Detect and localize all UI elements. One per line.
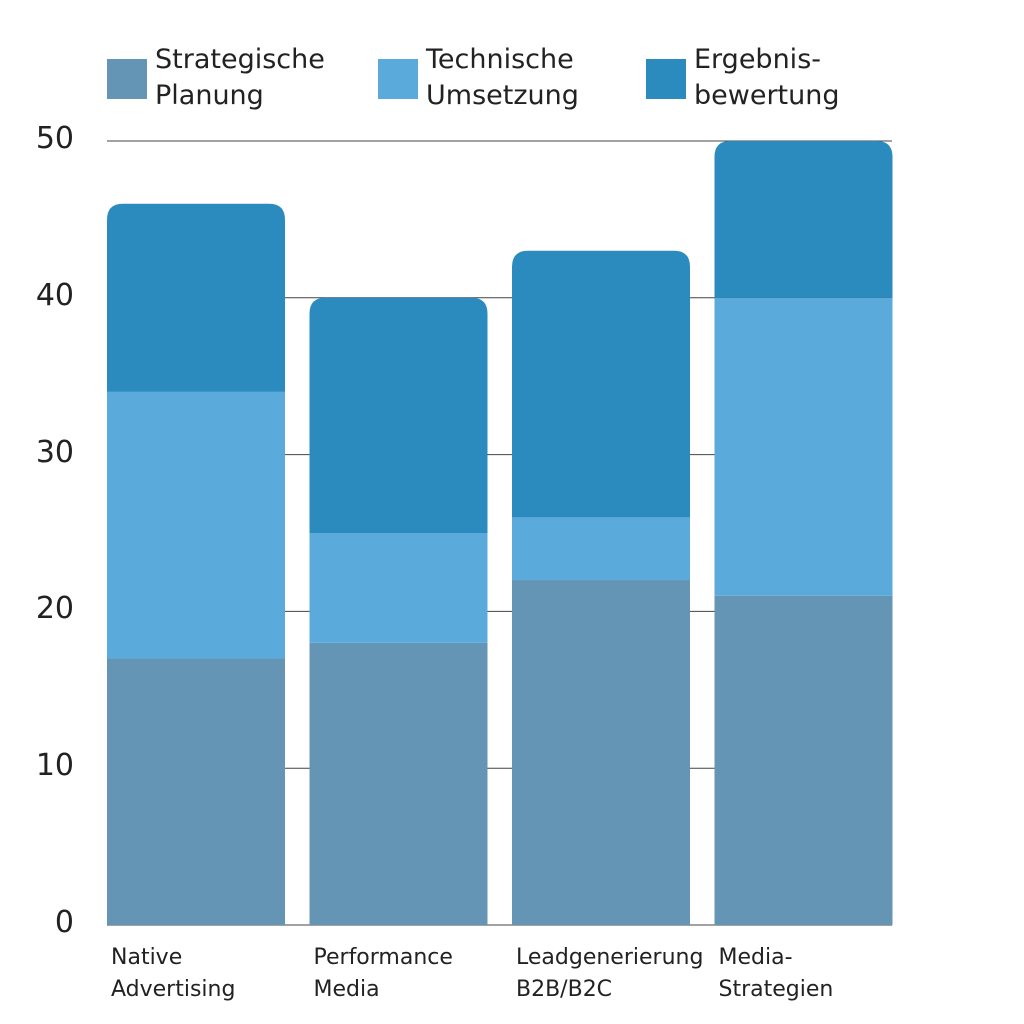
bar-segment: [107, 203, 285, 392]
bar-segment: [714, 297, 893, 596]
legend-label: Technische Umsetzung: [426, 44, 579, 111]
bar-segment: [512, 517, 690, 581]
bar-segment: [107, 658, 285, 925]
y-tick-label: 30: [35, 434, 74, 470]
y-tick-label: 40: [35, 277, 74, 313]
x-tick-label: Native Advertising: [111, 945, 236, 1002]
bar-segment: [512, 250, 690, 518]
bar-segment: [107, 391, 285, 659]
bar-segment: [309, 642, 488, 925]
legend-swatch: [378, 59, 418, 99]
y-tick-label: 0: [54, 905, 74, 940]
bar-segment: [309, 533, 488, 643]
legend-swatch: [107, 59, 147, 99]
bar-segment: [714, 595, 893, 925]
legend-label: Strategische Planung: [155, 44, 325, 111]
bar-segment: [309, 297, 488, 533]
x-tick-label: Media-Strategien: [718, 945, 834, 1002]
legend-swatch: [646, 59, 686, 99]
bar-segment: [512, 580, 690, 925]
y-tick-label: 50: [35, 121, 74, 156]
x-tick-label: Leadgenerierung B2B/B2C: [516, 945, 704, 1002]
legend-label: Ergebnis-bewertung: [694, 44, 840, 111]
y-tick-label: 20: [35, 591, 74, 627]
x-tick-label: Performance Media: [313, 945, 453, 1002]
bar-segment: [714, 141, 893, 298]
y-tick-label: 10: [35, 748, 74, 784]
